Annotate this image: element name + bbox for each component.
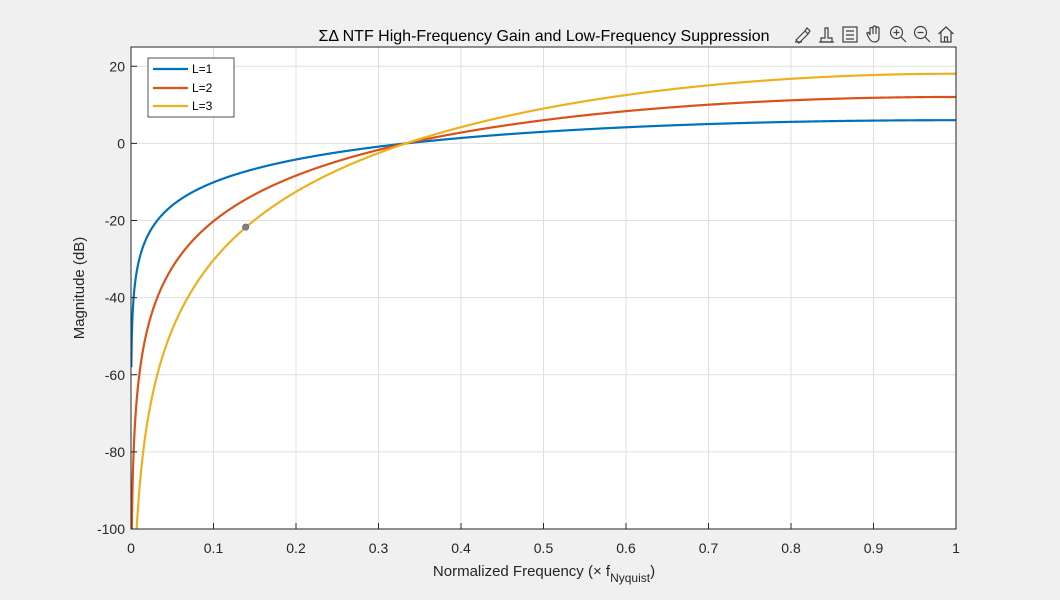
x-tick-label: 0.6	[616, 540, 636, 556]
x-tick-label: 0.9	[864, 540, 884, 556]
x-axis-label: Normalized Frequency (× fNyquist)	[433, 563, 655, 585]
legend[interactable]: L=1 L=2 L=3	[147, 57, 235, 118]
y-tick-label: 0	[117, 135, 125, 151]
x-tick-label: 0.8	[781, 540, 801, 556]
x-tick-label: 0.3	[369, 540, 389, 556]
y-tick-label: -20	[105, 213, 125, 229]
data-tips-icon[interactable]	[817, 25, 835, 43]
x-tick-label: 0.7	[699, 540, 719, 556]
pan-icon[interactable]	[865, 25, 883, 43]
series-lines	[131, 72, 956, 549]
y-tick-label: -100	[97, 521, 125, 537]
home-icon[interactable]	[937, 25, 955, 43]
legend-label-l1: L=1	[192, 62, 213, 76]
x-tick-label: 0	[127, 540, 135, 556]
brush-icon[interactable]	[793, 25, 811, 44]
axes-toolbar	[793, 25, 955, 44]
zoom-in-icon[interactable]	[889, 25, 907, 43]
x-axis-label-f: f	[606, 563, 611, 580]
x-axis-label-sub: Nyquist	[610, 571, 651, 585]
data-tip-marker[interactable]	[242, 223, 250, 231]
tick-labels: 0 0.1 0.2 0.3 0.4 0.5 0.6 0.7 0.8 0.9 1 -100 -80 -60 -…	[97, 58, 960, 556]
zoom-out-icon[interactable]	[913, 25, 931, 43]
x-tick-label: 0.2	[286, 540, 306, 556]
x-tick-label: 0.1	[204, 540, 224, 556]
legend-icon[interactable]	[841, 25, 859, 43]
x-axis-label-close: )	[650, 563, 655, 580]
legend-label-l2: L=2	[192, 81, 213, 95]
x-tick-label: 0.4	[451, 540, 471, 556]
axis-ticks	[130, 65, 957, 530]
y-tick-label: -60	[105, 367, 125, 383]
legend-label-l3: L=3	[192, 99, 213, 113]
chart-title: ΣΔ NTF High-Frequency Gain and Low-Frequ…	[318, 28, 769, 45]
y-tick-label: 20	[109, 58, 125, 74]
x-axis-label-times: ×	[593, 563, 602, 580]
x-tick-label: 1	[952, 540, 960, 556]
series-line-l3[interactable]	[131, 72, 956, 549]
y-tick-label: -80	[105, 444, 125, 460]
y-tick-label: -40	[105, 290, 125, 306]
x-axis-label-main: Normalized Frequency (	[433, 563, 593, 580]
x-tick-label: 0.5	[534, 540, 554, 556]
y-axis-label: Magnitude (dB)	[71, 237, 88, 340]
